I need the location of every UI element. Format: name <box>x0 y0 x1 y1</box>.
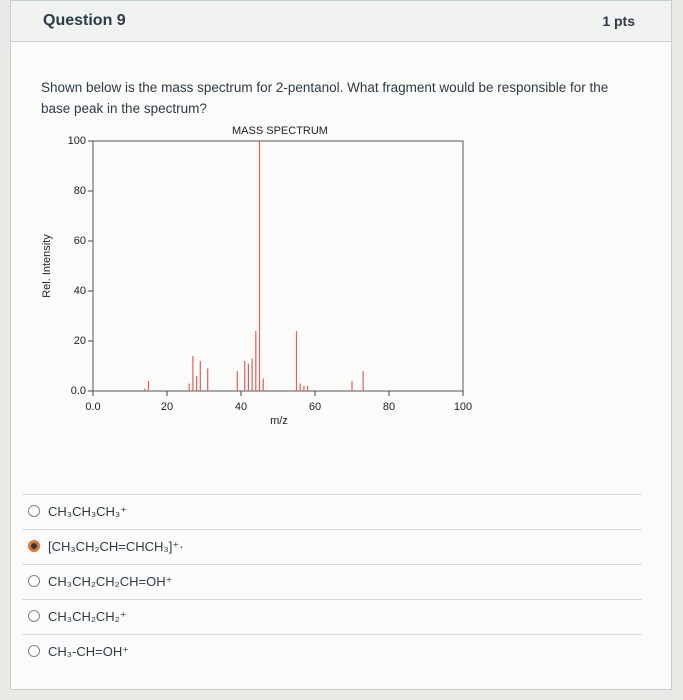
plot-frame <box>92 140 464 392</box>
radio-button[interactable] <box>28 505 40 517</box>
answer-text: [CH₃CH₂CH=CHCH₃]⁺· <box>48 539 184 554</box>
x-tick-label: 100 <box>454 401 472 413</box>
answer-option[interactable]: CH₃CH₂CH₂⁺ <box>22 599 642 634</box>
x-tick-label: 20 <box>161 401 173 413</box>
mass-spectrum-chart: MASS SPECTRUM m/z Rel. Intensity 0.0 20 40… <box>41 125 472 427</box>
x-axis-label: m/z <box>270 415 288 427</box>
y-tick-label: 80 <box>74 185 86 197</box>
y-tick-label: 60 <box>74 235 86 247</box>
x-tick-label: 80 <box>383 401 395 413</box>
answer-option[interactable]: CH₃-CH=OH⁺ <box>22 634 642 669</box>
y-tick-label: 20 <box>74 335 86 347</box>
question-text: Shown below is the mass spectrum for 2-p… <box>41 80 609 116</box>
question-points: 1 pts <box>602 13 635 29</box>
question-title: Question 9 <box>43 12 126 29</box>
radio-button[interactable] <box>28 645 40 657</box>
question-header: Question 9 1 pts <box>11 1 671 42</box>
radio-button[interactable] <box>28 575 40 587</box>
x-tick-label: 60 <box>309 401 321 413</box>
answer-option[interactable]: [CH₃CH₂CH=CHCH₃]⁺· <box>22 529 642 564</box>
answer-text: CH₃-CH=OH⁺ <box>48 644 130 659</box>
y-tick-label: 100 <box>68 135 86 147</box>
chart-title: MASS SPECTRUM <box>232 125 328 137</box>
x-tick-label: 0.0 <box>85 401 100 413</box>
y-tick-label: 40 <box>74 285 86 297</box>
answer-text: CH₃CH₃CH₃⁺ <box>48 504 128 519</box>
radio-button[interactable] <box>28 540 40 552</box>
radio-button[interactable] <box>28 610 40 622</box>
y-axis-label: Rel. Intensity <box>41 234 53 298</box>
answer-option[interactable]: CH₃CH₂CH₂CH=OH⁺ <box>22 564 642 599</box>
y-tick-label: 0.0 <box>71 385 86 397</box>
question-card: Question 9 1 pts Shown below is the mass… <box>10 0 672 690</box>
answer-text: CH₃CH₂CH₂⁺ <box>48 609 127 624</box>
answer-option[interactable]: CH₃CH₃CH₃⁺ <box>22 494 642 529</box>
answer-text: CH₃CH₂CH₂CH=OH⁺ <box>48 574 173 589</box>
x-tick-label: 40 <box>235 401 247 413</box>
